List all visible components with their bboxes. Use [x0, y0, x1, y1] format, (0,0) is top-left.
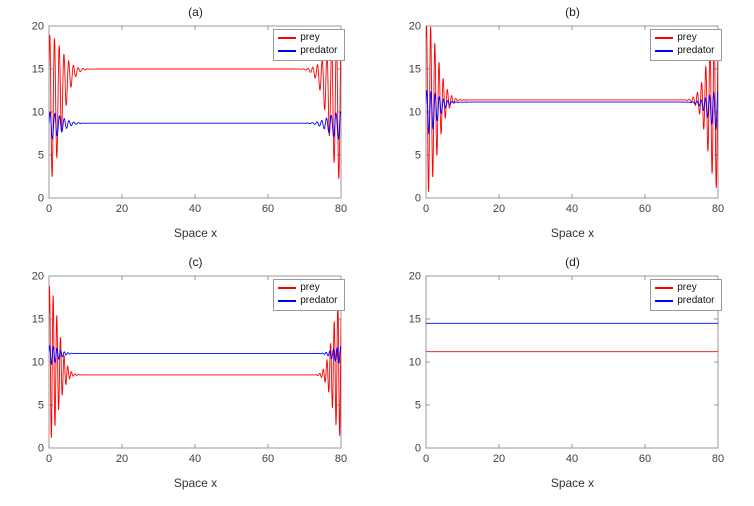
legend-label-predator: predator [300, 295, 338, 306]
legend-item-predator: predator [655, 295, 715, 307]
y-tick-label: 15 [408, 64, 420, 76]
x-tick-label: 0 [422, 203, 428, 215]
x-axis-label: Space x [550, 226, 595, 240]
y-tick-label: 0 [37, 443, 43, 455]
x-tick-label: 80 [334, 203, 346, 215]
legend-item-prey: prey [655, 282, 714, 294]
x-tick-label: 20 [492, 453, 504, 465]
predator-line [425, 90, 718, 136]
legend-label-predator: predator [677, 45, 715, 56]
x-tick-label: 60 [261, 453, 273, 465]
plot-title: (d) [565, 255, 580, 269]
legend-label-prey: prey [677, 282, 697, 293]
x-tick-label: 80 [334, 453, 346, 465]
y-tick-label: 0 [414, 443, 420, 455]
x-tick-label: 60 [638, 453, 650, 465]
y-tick-label: 10 [408, 357, 420, 369]
subplot-c: (c) 0 20 40 60 80 0 5 10 15 20 prey predator Spac… [7, 254, 371, 502]
legend-item-prey: prey [278, 32, 337, 44]
predator-line-swatch [655, 50, 674, 52]
predator-line [48, 111, 341, 140]
legend-item-prey: prey [278, 282, 337, 294]
y-tick-label: 15 [31, 314, 43, 326]
predator-line-swatch [278, 300, 297, 302]
legend-label-predator: predator [677, 295, 715, 306]
legend-item-prey: prey [655, 32, 714, 44]
subplot-a: (a) 0 20 40 60 80 0 5 10 15 20 prey predator Spac… [7, 4, 371, 252]
y-tick-label: 15 [408, 314, 420, 326]
y-tick-label: 5 [414, 150, 420, 162]
x-tick-label: 60 [261, 203, 273, 215]
plot-title: (c) [188, 255, 203, 269]
y-tick-label: 10 [31, 357, 43, 369]
plot-canvas: 0 20 40 60 80 0 5 10 15 20 [31, 271, 346, 466]
plot-canvas: 0 20 40 60 80 0 5 10 15 20 [408, 271, 723, 466]
legend-label-predator: predator [300, 45, 338, 56]
y-tick-label: 20 [408, 21, 420, 33]
legend-item-predator: predator [278, 295, 338, 307]
x-tick-label: 20 [115, 453, 127, 465]
x-tick-label: 20 [115, 203, 127, 215]
legend: prey predator [650, 279, 722, 311]
x-axis-label: Space x [550, 476, 595, 490]
y-tick-label: 20 [31, 271, 43, 283]
predator-line-swatch [655, 300, 674, 302]
y-tick-label: 5 [37, 150, 43, 162]
legend-item-predator: predator [278, 45, 338, 57]
x-tick-label: 80 [711, 203, 723, 215]
legend: prey predator [650, 29, 722, 61]
y-tick-label: 0 [414, 193, 420, 205]
prey-line [48, 34, 341, 179]
prey-line-swatch [278, 287, 297, 289]
legend-item-predator: predator [655, 45, 715, 57]
legend-label-prey: prey [300, 282, 320, 293]
x-tick-label: 0 [45, 453, 51, 465]
x-tick-label: 20 [492, 203, 504, 215]
plot-title: (a) [188, 5, 203, 19]
x-tick-label: 40 [188, 453, 200, 465]
legend: prey predator [273, 279, 345, 311]
y-tick-label: 15 [31, 64, 43, 76]
x-axis-label: Space x [173, 226, 218, 240]
prey-line [48, 286, 341, 438]
y-tick-label: 5 [414, 400, 420, 412]
y-tick-label: 20 [31, 21, 43, 33]
prey-line-swatch [278, 37, 297, 39]
prey-line [425, 26, 718, 192]
predator-line [48, 344, 341, 366]
plot-title: (b) [565, 5, 580, 19]
x-tick-label: 80 [711, 453, 723, 465]
x-axis-label: Space x [173, 476, 218, 490]
legend-label-prey: prey [300, 32, 320, 43]
subplot-b: (b) 0 20 40 60 80 0 5 10 15 20 prey predator Spac… [384, 4, 748, 252]
plot-canvas: 0 20 40 60 80 0 5 10 15 20 [408, 21, 723, 216]
x-tick-label: 40 [565, 203, 577, 215]
subplot-d: (d) 0 20 40 60 80 0 5 10 15 20 prey predator Spac… [384, 254, 748, 502]
y-tick-label: 0 [37, 193, 43, 205]
prey-line-swatch [655, 37, 674, 39]
x-tick-label: 0 [45, 203, 51, 215]
x-tick-label: 40 [565, 453, 577, 465]
x-tick-label: 60 [638, 203, 650, 215]
legend-label-prey: prey [677, 32, 697, 43]
x-tick-label: 0 [422, 453, 428, 465]
predator-line-swatch [278, 50, 297, 52]
y-tick-label: 5 [37, 400, 43, 412]
prey-line-swatch [655, 287, 674, 289]
x-tick-label: 40 [188, 203, 200, 215]
y-tick-label: 10 [31, 107, 43, 119]
legend: prey predator [273, 29, 345, 61]
plot-canvas: 0 20 40 60 80 0 5 10 15 20 [31, 21, 346, 216]
y-tick-label: 20 [408, 271, 420, 283]
y-tick-label: 10 [408, 107, 420, 119]
